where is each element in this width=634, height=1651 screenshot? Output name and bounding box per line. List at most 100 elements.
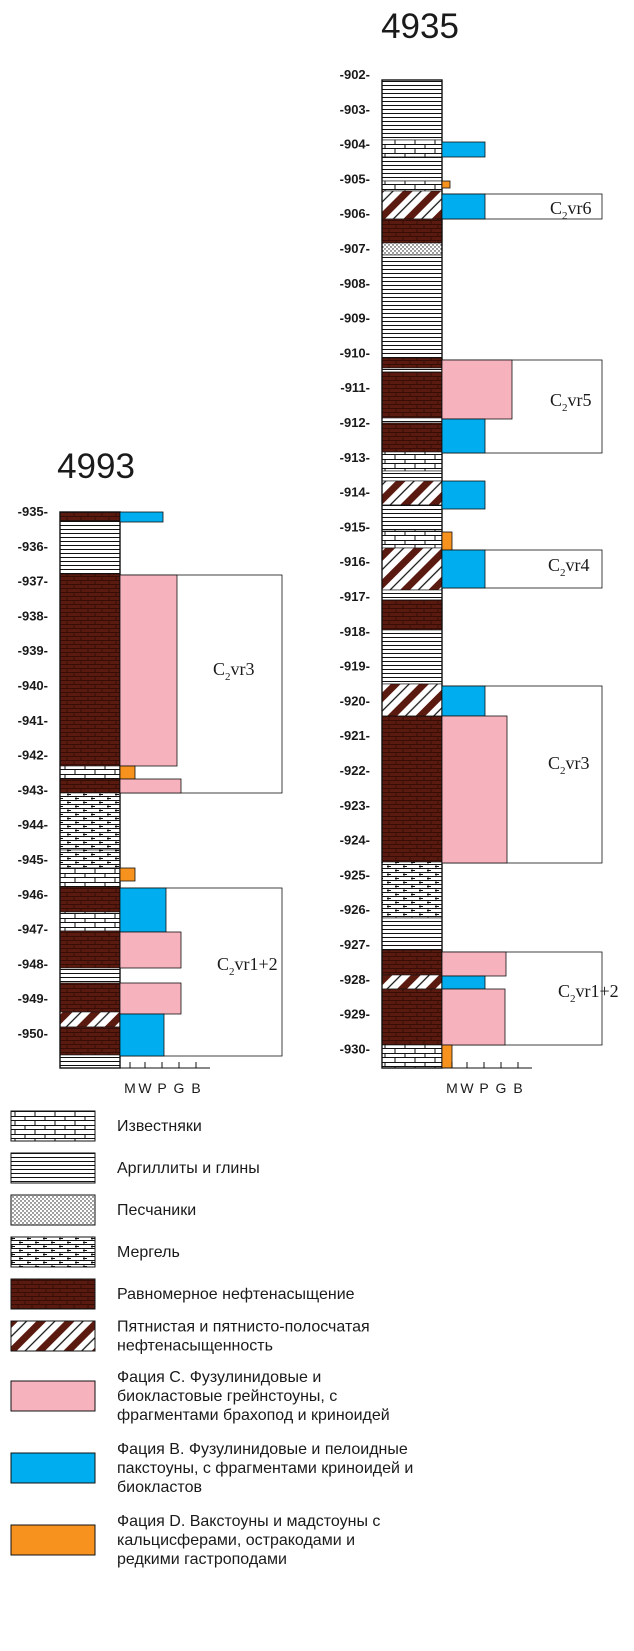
texture-axis-label: M	[124, 1080, 136, 1096]
lithology-layer-argillite	[381, 417, 443, 424]
depth-tick-label: -908-	[340, 276, 370, 291]
legend-label: биокластов	[117, 1479, 202, 1496]
lithology-layer-spotted	[381, 683, 443, 717]
lithology-layer-sandstone	[381, 242, 443, 256]
facies-bar-faciesD	[441, 531, 453, 551]
depth-tick-label: -922-	[340, 763, 370, 778]
lithology-layer-oil	[59, 1026, 121, 1056]
depth-tick-label: -905-	[340, 171, 370, 186]
zone-label: C2vr1+2	[558, 981, 619, 1005]
depth-tick-label: -910-	[340, 345, 370, 360]
depth-tick-label: -915-	[340, 519, 370, 534]
depth-tick-label: -942-	[18, 748, 48, 763]
legend-swatch-argillite	[10, 1152, 96, 1184]
lithology-layer-limestone	[381, 180, 443, 192]
lithology-layer-oil	[59, 511, 121, 522]
facies-bar-faciesC	[119, 982, 182, 1015]
depth-tick-label: -937-	[18, 574, 48, 589]
lithology-layer-oil	[59, 573, 121, 767]
legend-label: фрагментами брахопод и криноидей	[117, 1407, 390, 1424]
zone-label: C2vr1+2	[217, 954, 278, 978]
lithology-layer-argillite	[381, 504, 443, 531]
legend-label: биокластовые грейнстоуны, с	[117, 1388, 337, 1405]
lithology-layer-argillite	[59, 520, 121, 575]
depth-tick-label: -919-	[340, 659, 370, 674]
depth-tick-label: -946-	[18, 887, 48, 902]
lithology-layer-argillite	[381, 156, 443, 182]
lithology-layer-argillite	[381, 367, 443, 373]
facies-bar-faciesB	[441, 141, 486, 158]
texture-axis-label: W	[138, 1080, 152, 1096]
depth-tick-label: -912-	[340, 415, 370, 430]
depth-tick-label: -917-	[340, 589, 370, 604]
depth-tick-label: -930-	[340, 1041, 370, 1056]
depth-tick-label: -925-	[340, 867, 370, 882]
depth-tick-label: -902-	[340, 67, 370, 82]
depth-tick-label: -906-	[340, 206, 370, 221]
legend-label: Мергель	[117, 1244, 180, 1261]
texture-axis-label: M	[446, 1080, 458, 1096]
lithology-layer-limestone	[59, 765, 121, 780]
depth-tick-label: -921-	[340, 728, 370, 743]
legend-label: Фация D. Вакстоуны и мадстоуны с	[117, 1513, 380, 1530]
depth-tick-label: -924-	[340, 833, 370, 848]
zone-label: C2vr6	[550, 198, 592, 222]
well-4993-column-group: 4993 -935- -936- -937- -938- -939- -940- -941- -…	[18, 447, 283, 1096]
lithology-layer-oil	[381, 715, 443, 863]
depth-tick-label: -939-	[18, 643, 48, 658]
depth-tick-label: -928-	[340, 972, 370, 987]
depth-tick-label: -936-	[18, 539, 48, 554]
facies-bar-faciesB	[441, 549, 486, 589]
lithology-layer-spotted	[381, 974, 443, 990]
lithology-layer-limestone	[59, 911, 121, 932]
depth-tick-label: -907-	[340, 241, 370, 256]
lithology-layer-oil	[59, 930, 121, 969]
depth-tick-label: -911-	[340, 380, 370, 395]
facies-bar-faciesB	[441, 975, 486, 990]
lithology-layer-spotted	[59, 1011, 121, 1028]
lithology-layer-oil	[381, 949, 443, 976]
lithology-layer-oil	[381, 218, 443, 244]
lithology-layer-argillite	[381, 917, 443, 951]
lithology-layer-limestone	[381, 1044, 443, 1069]
facies-bar-faciesB	[441, 480, 486, 510]
facies-bar-faciesB	[119, 887, 167, 933]
zone-label: C2vr4	[548, 555, 590, 579]
depth-tick-label: -945-	[18, 852, 48, 867]
depth-tick-label: -909-	[340, 311, 370, 326]
legend-label: Пятнистая и пятнисто-полосчатая	[117, 1319, 370, 1336]
lithology-layer-spotted	[381, 480, 443, 506]
lithology-layer-oil	[381, 599, 443, 631]
facies-bar-faciesC	[441, 359, 513, 420]
depth-tick-label: -923-	[340, 798, 370, 813]
lithology-layer-oil	[59, 778, 121, 794]
depth-tick-label: -903-	[340, 102, 370, 117]
facies-bar-faciesC	[441, 988, 506, 1046]
texture-axis-label: P	[157, 1080, 166, 1096]
depth-tick-label: -913-	[340, 450, 370, 465]
texture-axis-label: P	[479, 1080, 488, 1096]
lithology-layer-oil	[59, 982, 121, 1013]
lithology-layer-oil	[59, 886, 121, 913]
legend-label: Аргиллиты и глины	[117, 1160, 260, 1177]
legend-label: кальцисферами, остракодами и	[117, 1532, 355, 1549]
zone-label: C2vr3	[548, 753, 590, 777]
lithology-layer-marl	[59, 849, 121, 869]
depth-tick-label: -938-	[18, 608, 48, 623]
lithology-legend: Известняки Аргиллиты и глины Песчаники Мерг…	[10, 1110, 413, 1568]
facies-bar-faciesC	[119, 931, 182, 969]
lithology-layer-oil	[381, 357, 443, 369]
depth-tick-label: -929-	[340, 1007, 370, 1022]
depth-tick-label: -935-	[18, 504, 48, 519]
legend-swatch-sandstone	[10, 1194, 96, 1226]
legend-label: Фация В. Фузулинидовые и пелоидные	[117, 1441, 408, 1458]
depth-tick-label: -916-	[340, 554, 370, 569]
legend-label: Равномерное нефтенасыщение	[117, 1286, 355, 1303]
legend-label: Фация С. Фузулинидовые и	[117, 1369, 321, 1386]
legend-swatch-spotted	[10, 1320, 96, 1352]
legend-swatch-faciesB	[10, 1452, 96, 1484]
zone-label: C2vr3	[213, 659, 255, 683]
lithology-layer-marl	[59, 792, 121, 851]
texture-axis-label: G	[174, 1080, 185, 1096]
